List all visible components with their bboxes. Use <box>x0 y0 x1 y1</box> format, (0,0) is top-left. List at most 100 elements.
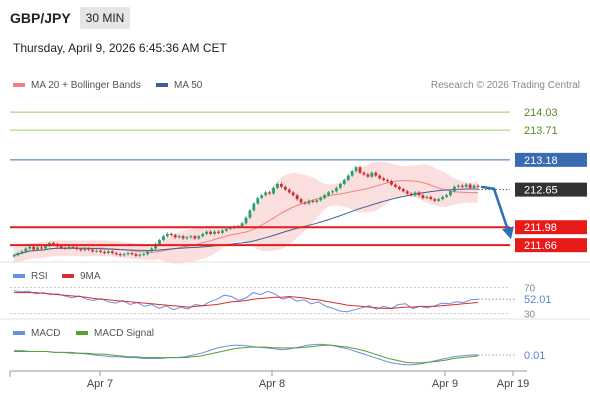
candle-body <box>87 248 91 250</box>
candle-body <box>103 251 106 254</box>
legend-macd-signal: MACD Signal <box>76 328 154 339</box>
x-tick-label: Apr 9 <box>432 378 458 390</box>
candle-body <box>150 248 154 252</box>
candle-body <box>205 231 209 234</box>
candle-body <box>464 184 468 187</box>
candle-body <box>433 199 437 201</box>
candle-body <box>177 236 181 238</box>
candle-body <box>67 246 71 249</box>
candle-body <box>193 236 197 239</box>
candle-body <box>16 253 20 256</box>
candle-body <box>126 253 130 255</box>
candle-body <box>307 200 311 204</box>
candle-body <box>217 231 220 233</box>
ma20-swatch <box>13 83 25 88</box>
candle-body <box>413 192 417 196</box>
candle-body <box>409 193 413 196</box>
candle-body <box>291 192 295 196</box>
candle-body <box>24 248 28 252</box>
candle-body <box>252 203 256 211</box>
candle-body <box>401 189 405 192</box>
candle-body <box>110 251 114 254</box>
candle-body <box>476 185 480 187</box>
legend-rsi-ma-label: 9MA <box>80 271 101 282</box>
candle-body <box>350 171 354 176</box>
ma50-swatch <box>156 83 168 88</box>
candle-body <box>106 251 110 254</box>
level-label-212.65: 212.65 <box>524 185 558 197</box>
candle-body <box>173 235 177 238</box>
candle-body <box>162 236 165 241</box>
candle-body <box>390 181 393 185</box>
candle-body <box>114 253 118 255</box>
forecast-arrow <box>480 185 510 231</box>
candle-body <box>425 196 429 199</box>
candle-body <box>287 189 291 193</box>
candle-body <box>338 183 342 188</box>
x-tick-label: Apr 8 <box>259 378 285 390</box>
x-tick-label: Apr 19 <box>497 378 529 390</box>
candle-body <box>299 199 303 203</box>
candle-body <box>342 180 346 184</box>
legend-ma20-label: MA 20 + Bollinger Bands <box>31 80 141 91</box>
candle-body <box>63 247 67 249</box>
candle-body <box>138 254 142 256</box>
rsi-level-label: 30 <box>524 310 536 321</box>
candle-body <box>95 250 98 252</box>
candle-body <box>295 195 299 200</box>
support-tag <box>515 220 587 235</box>
candle-body <box>118 254 122 256</box>
rsi-line <box>13 290 479 313</box>
candle-body <box>260 195 264 199</box>
candle-body <box>468 184 472 188</box>
candle-body <box>12 255 16 257</box>
candle-body <box>99 250 102 252</box>
candle-body <box>165 233 169 237</box>
candle-body <box>79 249 83 251</box>
candle-body <box>283 186 287 190</box>
candle-body <box>44 245 47 249</box>
candle-body <box>20 251 24 254</box>
candle-body <box>181 236 185 239</box>
candle-body <box>331 191 334 193</box>
candle-body <box>240 223 244 227</box>
candle-body <box>445 195 448 197</box>
candle-body <box>311 200 315 202</box>
macd-line <box>14 343 478 366</box>
candle-body <box>169 233 173 236</box>
candle-body <box>346 175 350 181</box>
rsi-level-label: 70 <box>524 283 536 294</box>
candle-body <box>460 185 464 187</box>
candle-body <box>91 249 95 252</box>
timeframe-button[interactable]: 30 MIN <box>80 7 130 29</box>
candle-body <box>51 242 55 245</box>
candle-body <box>28 246 32 249</box>
candle-body <box>472 185 476 188</box>
candle-body <box>366 174 370 177</box>
rsi-ma-swatch <box>62 274 74 279</box>
candle-body <box>268 192 271 194</box>
support-tag <box>515 238 587 253</box>
candle-body <box>75 247 79 250</box>
candle-body <box>456 185 460 187</box>
forecast-arrow-head <box>502 226 514 240</box>
candle-body <box>228 227 232 229</box>
legend-ma20: MA 20 + Bollinger Bands <box>13 80 141 91</box>
candle-body <box>130 253 134 255</box>
candle-body <box>83 248 87 251</box>
candle-body <box>221 230 224 233</box>
legend-ma50-label: MA 50 <box>174 80 203 91</box>
candle-body <box>142 254 146 256</box>
legend-rsi-label: RSI <box>31 271 48 282</box>
candle-body <box>354 167 358 172</box>
candle-body <box>441 196 445 200</box>
candle-body <box>71 246 75 248</box>
candle-body <box>421 195 425 199</box>
candle-body <box>224 228 228 231</box>
candle-body <box>185 237 189 239</box>
candle-body <box>449 191 452 196</box>
rsi-last-value: 52.01 <box>524 294 552 306</box>
macd-last-value: 0.01 <box>524 350 545 362</box>
legend-macd-signal-label: MACD Signal <box>94 328 155 339</box>
